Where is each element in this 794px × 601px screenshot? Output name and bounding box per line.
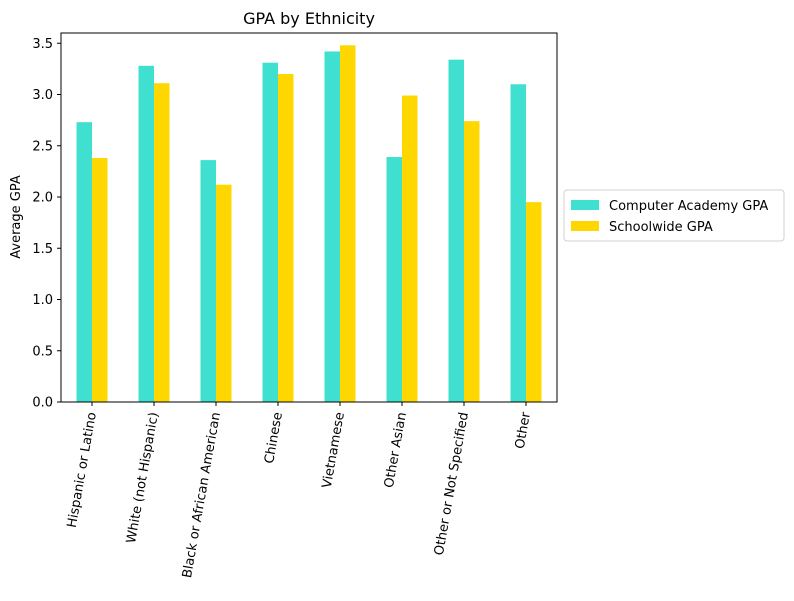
- y-axis-label: Average GPA: [9, 175, 24, 259]
- legend-swatch: [571, 200, 599, 210]
- bar-schoolwide-1: [154, 83, 170, 402]
- bar-schoolwide-4: [340, 45, 356, 403]
- bar-schoolwide-2: [216, 184, 232, 402]
- x-tick-label: Hispanic or Latino: [65, 411, 100, 529]
- y-tick-label: 0.5: [32, 344, 53, 359]
- bar-computer-academy-4: [324, 51, 340, 402]
- chart-title: GPA by Ethnicity: [243, 9, 375, 28]
- y-tick-label: 0.0: [32, 396, 53, 411]
- bar-schoolwide-3: [278, 74, 294, 402]
- x-tick-label: Chinese: [262, 411, 286, 465]
- bar-computer-academy-0: [76, 122, 92, 403]
- bar-schoolwide-7: [526, 202, 542, 402]
- legend-box: [563, 189, 785, 242]
- x-tick-label: Other Asian: [382, 411, 410, 489]
- y-tick-label: 1.0: [32, 293, 53, 308]
- plot-frame: [60, 32, 558, 403]
- y-tick-label: 3.5: [32, 37, 53, 52]
- x-tick-label: Other or Not Specified: [432, 411, 472, 556]
- legend-label: Computer Academy GPA: [609, 199, 768, 214]
- x-tick-label: Other: [513, 410, 534, 450]
- bar-computer-academy-6: [448, 59, 464, 403]
- legend-label: Schoolwide GPA: [609, 220, 713, 235]
- y-tick-label: 2.0: [32, 191, 53, 206]
- bar-computer-academy-1: [138, 65, 154, 403]
- bar-schoolwide-5: [402, 95, 418, 403]
- bar-schoolwide-6: [464, 121, 480, 403]
- bar-computer-academy-5: [386, 157, 402, 402]
- y-tick-label: 2.5: [32, 139, 53, 154]
- bar-computer-academy-3: [262, 62, 278, 402]
- x-tick-label: Black or African American: [180, 411, 224, 579]
- y-tick-label: 1.5: [32, 242, 53, 257]
- bar-computer-academy-7: [510, 84, 526, 402]
- bar-schoolwide-0: [92, 158, 108, 402]
- legend-swatch: [571, 221, 599, 231]
- bars-group: [76, 45, 542, 403]
- y-tick-label: 3.0: [32, 88, 53, 103]
- legend: Computer Academy GPA Schoolwide GPA: [563, 189, 785, 242]
- bar-computer-academy-2: [200, 160, 216, 402]
- x-tick-label: White (not Hispanic): [124, 411, 162, 544]
- x-tick-label: Vietnamese: [320, 411, 348, 489]
